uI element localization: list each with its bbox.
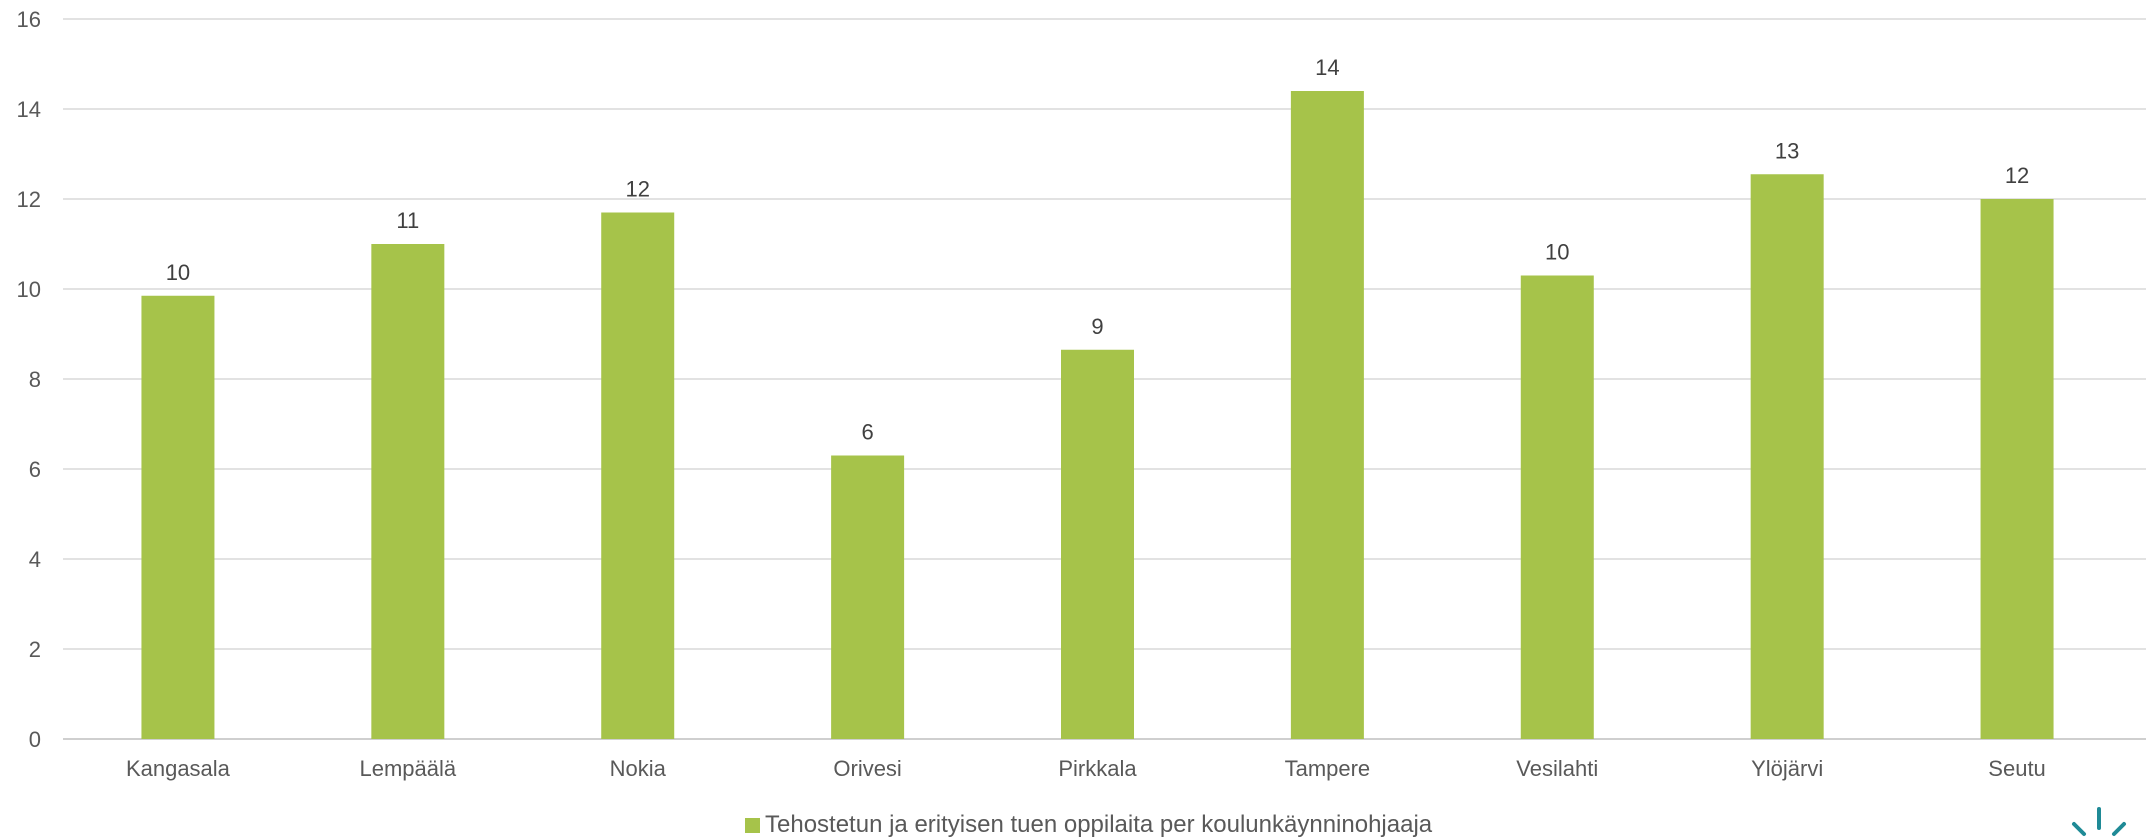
bar xyxy=(1520,275,1594,739)
bar xyxy=(1980,199,2054,739)
y-tick-label: 16 xyxy=(17,7,41,32)
data-label: 11 xyxy=(396,208,419,233)
bar xyxy=(1750,174,1824,739)
bar xyxy=(601,212,675,739)
x-tick-label: Kangasala xyxy=(126,756,231,781)
y-tick-label: 2 xyxy=(29,637,41,662)
data-label: 10 xyxy=(1545,240,1569,265)
x-tick-label: Tampere xyxy=(1285,756,1371,781)
y-tick-label: 0 xyxy=(29,727,41,752)
y-axis-ticks: 0 2 4 6 8 10 12 14 16 xyxy=(17,7,41,752)
y-tick-label: 4 xyxy=(29,547,41,572)
x-tick-label: Pirkkala xyxy=(1058,756,1137,781)
x-tick-label: Seutu xyxy=(1988,756,2046,781)
data-label: 13 xyxy=(1775,138,1799,163)
data-label: 14 xyxy=(1315,55,1339,80)
x-tick-label: Orivesi xyxy=(833,756,901,781)
bar xyxy=(1290,91,1364,739)
y-tick-label: 8 xyxy=(29,367,41,392)
data-label: 9 xyxy=(1091,314,1103,339)
x-axis-ticks: Kangasala Lempäälä Nokia Orivesi Pirkkala Tam… xyxy=(126,756,2046,781)
bar xyxy=(141,295,215,739)
data-label: 10 xyxy=(166,260,190,285)
bars xyxy=(141,91,2054,739)
y-tick-label: 10 xyxy=(17,277,41,302)
bar xyxy=(1061,349,1134,739)
bar xyxy=(371,244,445,739)
x-tick-label: Nokia xyxy=(610,756,667,781)
sun-rays-logo-icon xyxy=(2072,807,2126,836)
x-tick-label: Ylöjärvi xyxy=(1751,756,1823,781)
y-tick-label: 12 xyxy=(17,187,41,212)
legend-swatch xyxy=(745,817,760,833)
bar xyxy=(831,455,905,739)
data-labels: 10 11 12 6 9 14 10 13 12 xyxy=(166,55,2030,445)
x-tick-label: Vesilahti xyxy=(1516,756,1598,781)
legend-label: Tehostetun ja erityisen tuen oppilaita p… xyxy=(765,811,1433,838)
y-tick-label: 14 xyxy=(17,97,41,122)
legend: Tehostetun ja erityisen tuen oppilaita p… xyxy=(745,811,1433,838)
data-label: 6 xyxy=(861,420,873,445)
x-tick-label: Lempäälä xyxy=(360,756,457,781)
data-label: 12 xyxy=(625,177,649,202)
y-tick-label: 6 xyxy=(29,457,41,482)
data-label: 12 xyxy=(2005,163,2029,188)
